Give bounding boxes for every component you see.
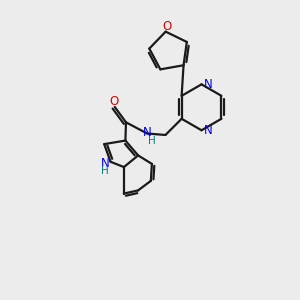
Text: H: H (148, 136, 155, 146)
Text: N: N (204, 124, 212, 137)
Text: N: N (204, 78, 212, 91)
Text: O: O (110, 94, 119, 108)
Text: O: O (163, 20, 172, 33)
Text: N: N (101, 157, 110, 170)
Text: H: H (101, 166, 109, 176)
Text: N: N (143, 126, 152, 139)
